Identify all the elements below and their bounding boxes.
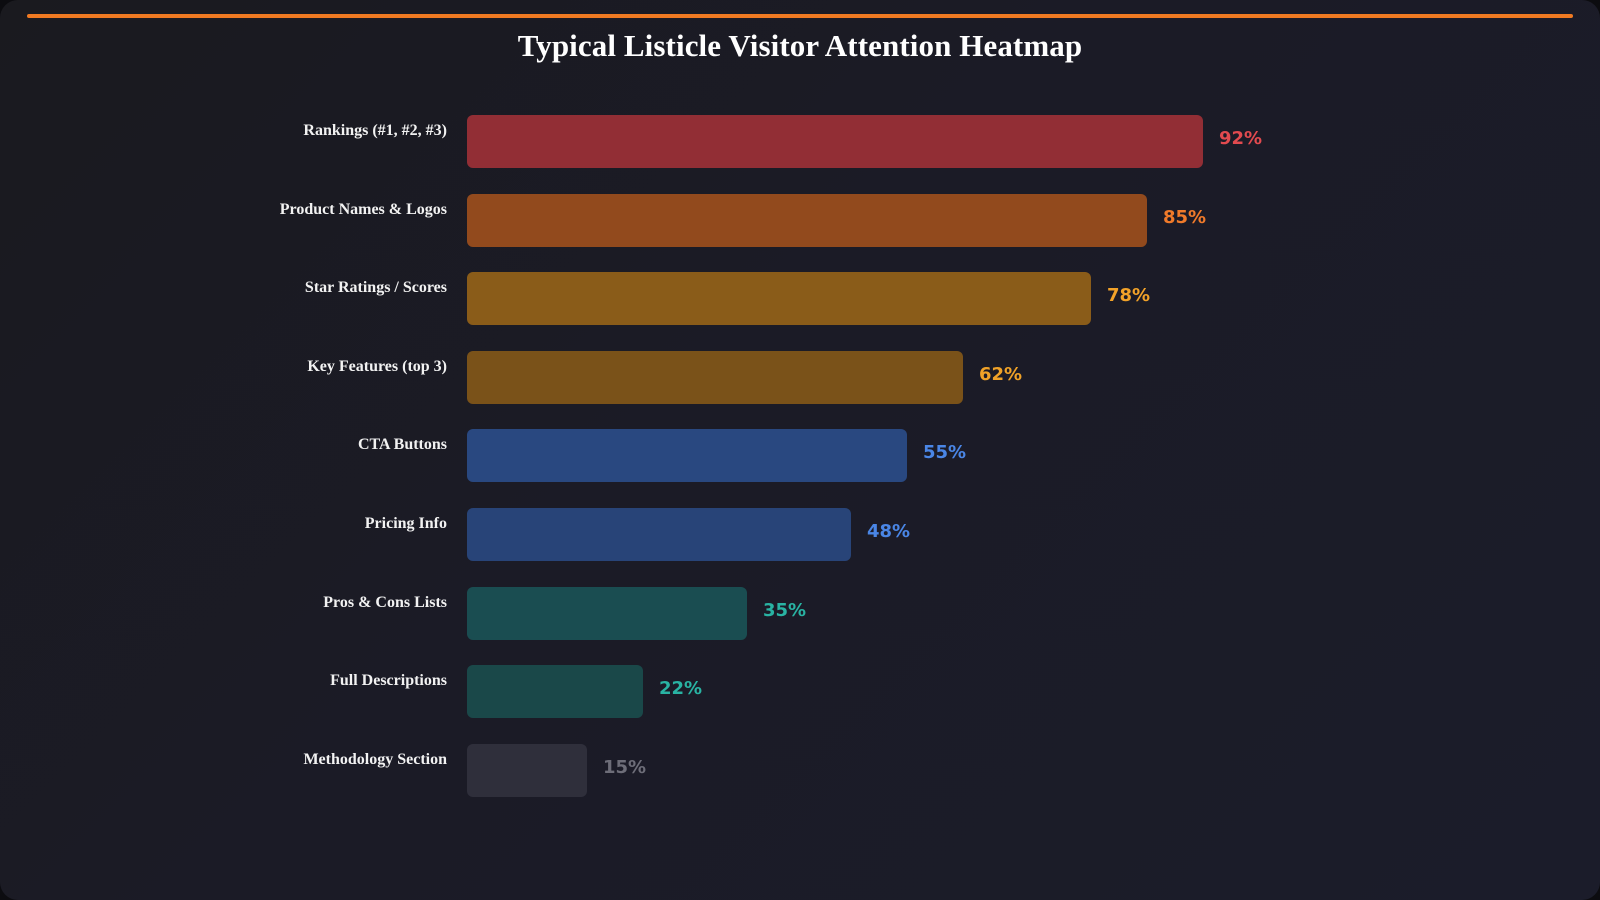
value-label: 15% — [603, 756, 647, 778]
value-label: 85% — [1163, 206, 1207, 228]
category-label: Product Names & Logos — [279, 200, 447, 218]
category-label: Pros & Cons Lists — [323, 593, 447, 611]
category-label: Rankings (#1, #2, #3) — [303, 122, 447, 139]
category-label: Methodology Section — [303, 750, 447, 768]
bar — [467, 743, 587, 797]
value-label: 22% — [659, 678, 703, 700]
bar-row: Pricing Info 48% — [0, 507, 1600, 587]
bar-row: Methodology Section 15% — [0, 743, 1600, 823]
bar-row: CTA Buttons 55% — [0, 429, 1600, 508]
bar-row: Rankings (#1, #2, #3) 92% — [0, 115, 1600, 194]
bar — [467, 429, 907, 483]
bar — [467, 665, 643, 719]
category-label: Star Ratings / Scores — [304, 279, 447, 297]
top-accent-line — [27, 14, 1573, 18]
category-label: Key Features (top 3) — [307, 357, 447, 375]
category-label: Full Descriptions — [330, 672, 447, 690]
bar — [467, 586, 747, 640]
value-label: 62% — [979, 363, 1023, 385]
bar-chart: Rankings (#1, #2, #3) 92% Product Names … — [0, 115, 1600, 822]
chart-title: Typical Listicle Visitor Attention Heatm… — [517, 28, 1083, 63]
category-label: Pricing Info — [364, 514, 447, 532]
value-label: 92% — [1219, 128, 1263, 149]
bar — [467, 115, 1203, 168]
value-label: 35% — [763, 599, 807, 621]
bar — [467, 507, 851, 561]
bar-row: Product Names & Logos 85% — [0, 193, 1600, 273]
value-label: 78% — [1107, 285, 1151, 307]
category-label: CTA Buttons — [357, 436, 447, 454]
bar-row: Full Descriptions 22% — [0, 665, 1600, 744]
bar — [467, 193, 1147, 247]
bar — [467, 272, 1091, 326]
bar-row: Key Features (top 3) 62% — [0, 350, 1600, 430]
value-label: 55% — [923, 442, 967, 464]
value-label: 48% — [867, 520, 911, 542]
bar — [467, 350, 963, 404]
bar-row: Pros & Cons Lists 35% — [0, 586, 1600, 666]
bar-row: Star Ratings / Scores 78% — [0, 272, 1600, 351]
